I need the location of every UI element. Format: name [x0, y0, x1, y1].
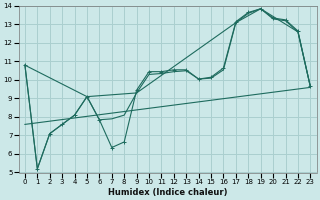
X-axis label: Humidex (Indice chaleur): Humidex (Indice chaleur)	[108, 188, 228, 197]
